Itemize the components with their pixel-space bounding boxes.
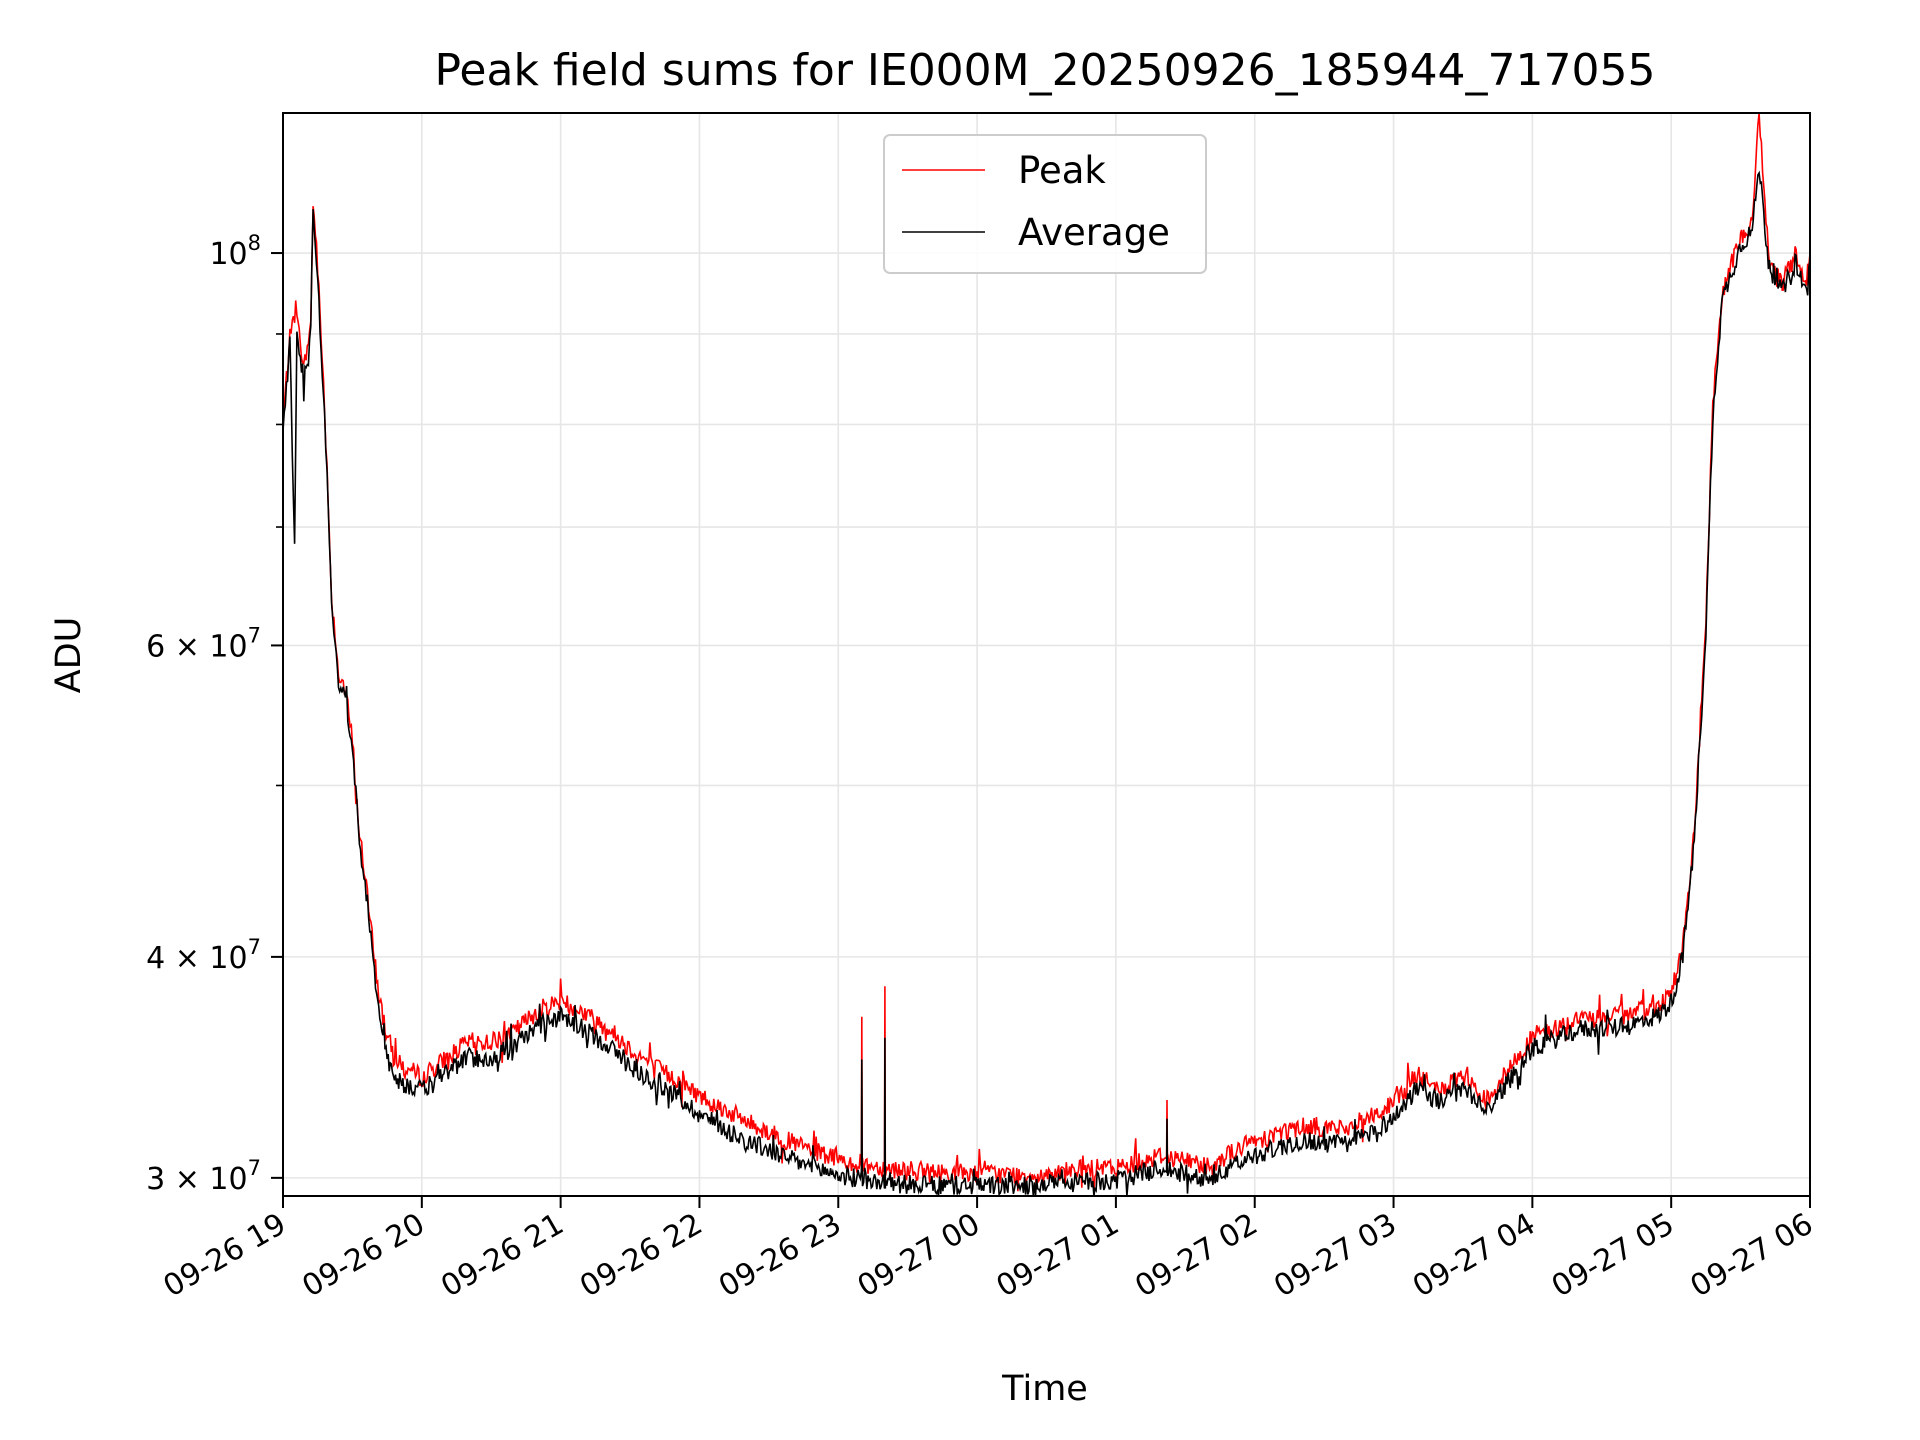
series-line-average [282, 170, 1811, 1197]
y-tick-label: 4 × 107 [146, 935, 261, 976]
y-axis: 3 × 107 4 × 107 6 × 107 108 [146, 231, 283, 1197]
chart-title: Peak field sums for IE000M_20250926_1859… [434, 45, 1655, 96]
legend: Peak Average [883, 134, 1207, 274]
grid-lines [282, 113, 1811, 1196]
legend-label-average: Average [1018, 211, 1170, 254]
axes-frame [282, 112, 1811, 1197]
y-tick-label: 6 × 107 [146, 623, 261, 664]
y-tick-label: 3 × 107 [146, 1156, 261, 1197]
y-tick-label: 108 [209, 231, 261, 272]
plot-area [282, 112, 1811, 1197]
x-axis-title: Time [1001, 1369, 1088, 1409]
legend-label-peak: Peak [1018, 149, 1106, 192]
y-axis-title: ADU [49, 617, 89, 694]
